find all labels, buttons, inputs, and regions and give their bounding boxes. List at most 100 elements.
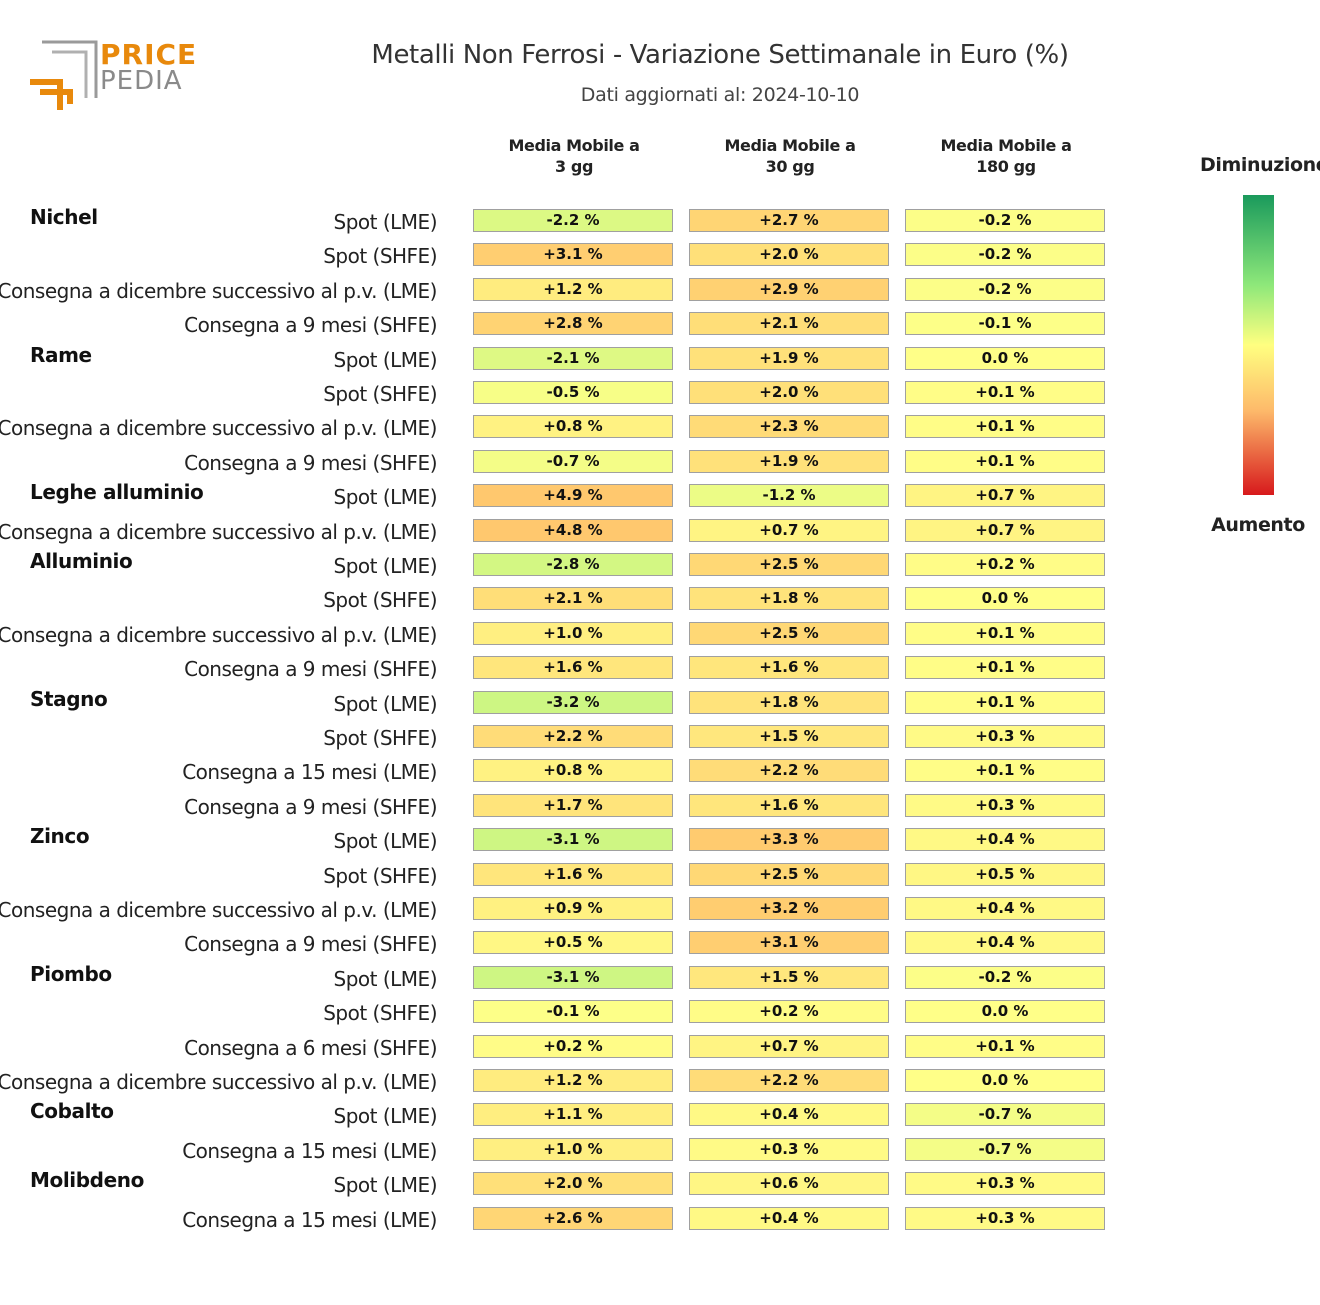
value-cell: -0.7 %	[905, 1137, 1105, 1161]
value-cell: -3.1 %	[473, 965, 673, 989]
value-cell: +2.0 %	[689, 381, 889, 404]
group-label: Zinco	[30, 824, 90, 849]
row-label: Consegna a 15 mesi (LME)	[182, 1207, 437, 1232]
column-header: Media Mobile a 180 gg	[940, 136, 1072, 176]
value-cell: +1.5 %	[689, 965, 889, 989]
row-label: Consegna a 15 mesi (LME)	[182, 1138, 437, 1163]
row-label: Spot (SHFE)	[323, 863, 437, 888]
value-cell: +3.1 %	[473, 243, 673, 267]
column-header: Media Mobile a 30 gg	[724, 136, 856, 176]
row-label: Consegna a 15 mesi (LME)	[182, 760, 437, 785]
value-cell: +1.9 %	[689, 346, 889, 370]
value-cell: +2.0 %	[689, 243, 889, 267]
row-label: Spot (LME)	[333, 485, 438, 510]
value-cell: +1.6 %	[473, 656, 673, 680]
value-cell: +0.5 %	[473, 931, 673, 955]
group-label: Leghe alluminio	[30, 480, 204, 505]
row-label: Spot (LME)	[333, 691, 438, 716]
value-cell: +4.9 %	[473, 484, 673, 508]
row-label: Spot (LME)	[333, 829, 438, 854]
value-cell: -2.1 %	[473, 346, 673, 370]
value-cell: +0.4 %	[905, 931, 1105, 955]
value-cell: +2.9 %	[689, 277, 889, 301]
row-label: Spot (SHFE)	[323, 588, 437, 613]
value-cell: +0.5 %	[905, 862, 1105, 886]
value-cell: +1.6 %	[473, 862, 673, 886]
value-cell: +1.0 %	[473, 621, 673, 645]
value-cell: +0.1 %	[905, 621, 1105, 645]
value-cell: +0.4 %	[905, 897, 1105, 920]
value-cell: -3.2 %	[473, 690, 673, 714]
value-cell: +0.6 %	[689, 1172, 889, 1196]
row-label: Spot (LME)	[333, 966, 438, 991]
value-cell: +2.1 %	[689, 312, 889, 336]
legend-top-label: Diminuzione	[1200, 154, 1320, 176]
value-cell: +2.1 %	[473, 587, 673, 611]
value-cell: +1.2 %	[473, 1069, 673, 1092]
value-cell: 0.0 %	[905, 346, 1105, 370]
value-cell: -0.2 %	[905, 277, 1105, 301]
row-label: Consegna a 9 mesi (SHFE)	[184, 450, 437, 475]
value-cell: +0.4 %	[689, 1206, 889, 1230]
value-cell: -0.2 %	[905, 965, 1105, 989]
value-cell: +0.3 %	[905, 725, 1105, 748]
value-cell: +0.1 %	[905, 656, 1105, 680]
value-cell: +1.8 %	[689, 587, 889, 611]
group-label: Stagno	[30, 686, 108, 711]
value-cell: +1.6 %	[689, 656, 889, 680]
value-cell: +1.9 %	[689, 449, 889, 473]
value-cell: +1.0 %	[473, 1137, 673, 1161]
value-cell: +0.7 %	[905, 484, 1105, 508]
row-label: Spot (LME)	[333, 1173, 438, 1198]
row-label: Spot (SHFE)	[323, 1001, 437, 1026]
value-cell: +3.1 %	[689, 931, 889, 955]
value-cell: +0.3 %	[905, 1206, 1105, 1230]
value-cell: +1.1 %	[473, 1103, 673, 1127]
value-cell: 0.0 %	[905, 1069, 1105, 1092]
logo-text-pedia: PEDIA	[100, 66, 183, 96]
row-label: Spot (SHFE)	[323, 244, 437, 269]
value-cell: -3.1 %	[473, 828, 673, 852]
row-label: Consegna a dicembre successivo al p.v. (…	[0, 278, 438, 303]
row-label: Consegna a dicembre successivo al p.v. (…	[0, 519, 438, 544]
value-cell: -0.2 %	[905, 209, 1105, 232]
legend-bottom-label: Aumento	[1211, 514, 1305, 536]
value-cell: -0.1 %	[473, 1000, 673, 1024]
value-cell: -0.7 %	[905, 1103, 1105, 1127]
row-label: Consegna a 9 mesi (SHFE)	[184, 794, 437, 819]
value-cell: +2.8 %	[473, 312, 673, 336]
value-cell: +1.2 %	[473, 277, 673, 301]
value-cell: +1.5 %	[689, 725, 889, 748]
value-cell: +0.7 %	[689, 1034, 889, 1058]
value-cell: -2.2 %	[473, 209, 673, 232]
group-label: Rame	[30, 342, 92, 367]
row-label: Consegna a dicembre successivo al p.v. (…	[0, 622, 438, 647]
row-label: Consegna a 9 mesi (SHFE)	[184, 932, 437, 957]
row-label: Spot (LME)	[333, 554, 438, 578]
value-cell: +0.4 %	[905, 828, 1105, 852]
row-label: Consegna a dicembre successivo al p.v. (…	[0, 898, 438, 922]
group-label: Cobalto	[30, 1099, 114, 1124]
value-cell: +2.5 %	[689, 862, 889, 886]
value-cell: +2.2 %	[473, 725, 673, 748]
row-label: Spot (LME)	[333, 347, 438, 372]
value-cell: +0.9 %	[473, 897, 673, 920]
value-cell: +0.2 %	[473, 1034, 673, 1058]
value-cell: 0.0 %	[905, 587, 1105, 611]
value-cell: +0.2 %	[689, 1000, 889, 1024]
group-label: Piombo	[30, 961, 112, 986]
value-cell: +1.6 %	[689, 793, 889, 817]
logo-text-price: PRICE	[100, 38, 198, 71]
row-label: Spot (SHFE)	[323, 726, 437, 750]
value-cell: -0.7 %	[473, 449, 673, 473]
row-label: Spot (LME)	[333, 1104, 438, 1129]
value-cell: +0.1 %	[905, 449, 1105, 473]
value-cell: +3.3 %	[689, 828, 889, 852]
value-cell: +2.5 %	[689, 553, 889, 576]
group-label: Nichel	[30, 205, 98, 229]
chart-title: Metalli Non Ferrosi - Variazione Settima…	[371, 40, 1069, 70]
value-cell: -0.5 %	[473, 381, 673, 404]
value-cell: +0.3 %	[689, 1137, 889, 1161]
value-cell: +0.7 %	[905, 518, 1105, 542]
value-cell: +0.1 %	[905, 381, 1105, 404]
